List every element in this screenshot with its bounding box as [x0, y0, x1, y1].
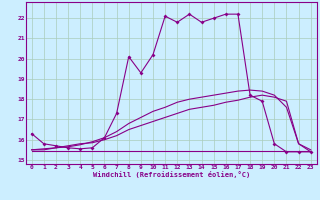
X-axis label: Windchill (Refroidissement éolien,°C): Windchill (Refroidissement éolien,°C): [92, 171, 250, 178]
